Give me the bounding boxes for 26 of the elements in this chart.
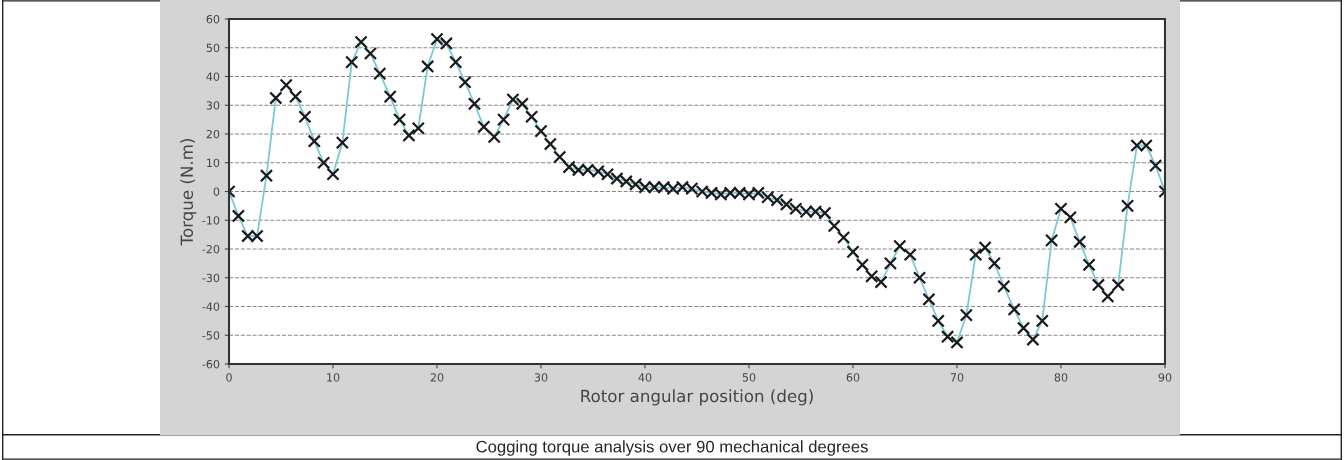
x-tick-label: 50 — [742, 373, 756, 382]
y-tick-label: -10 — [202, 216, 220, 225]
x-tick-label: 0 — [226, 373, 232, 382]
y-tick-label: -40 — [202, 302, 220, 311]
y-tick-label: -50 — [202, 331, 220, 340]
y-tick-label: 0 — [213, 187, 220, 196]
x-tick-label: 90 — [1158, 373, 1172, 382]
x-tick-label: 70 — [950, 373, 964, 382]
text: Cogging torque analysis over 90 mechanical degrees — [476, 440, 868, 456]
x-tick-label: 30 — [534, 373, 548, 382]
x-tick-label: 40 — [638, 373, 652, 382]
y-tick-label: 50 — [206, 43, 220, 53]
y-tick-label: -20 — [202, 244, 220, 254]
x-axis-title: Rotor angular position (deg) — [581, 389, 813, 406]
x-tick-label: 20 — [430, 373, 444, 382]
y-tick-label: 10 — [207, 158, 220, 168]
y-tick-label: 40 — [206, 72, 220, 81]
y-tick-label: 30 — [206, 101, 220, 110]
x-tick-label: 10 — [327, 373, 340, 382]
y-tick-label: -60 — [202, 359, 220, 369]
y-tick-label: -30 — [202, 273, 220, 283]
x-tick-label: 60 — [846, 373, 860, 382]
y-axis-title: Torque (N.m) — [180, 139, 197, 246]
x-tick-label: 80 — [1054, 373, 1068, 382]
y-tick-label: 20 — [206, 129, 220, 139]
y-tick-label: 60 — [206, 14, 220, 24]
